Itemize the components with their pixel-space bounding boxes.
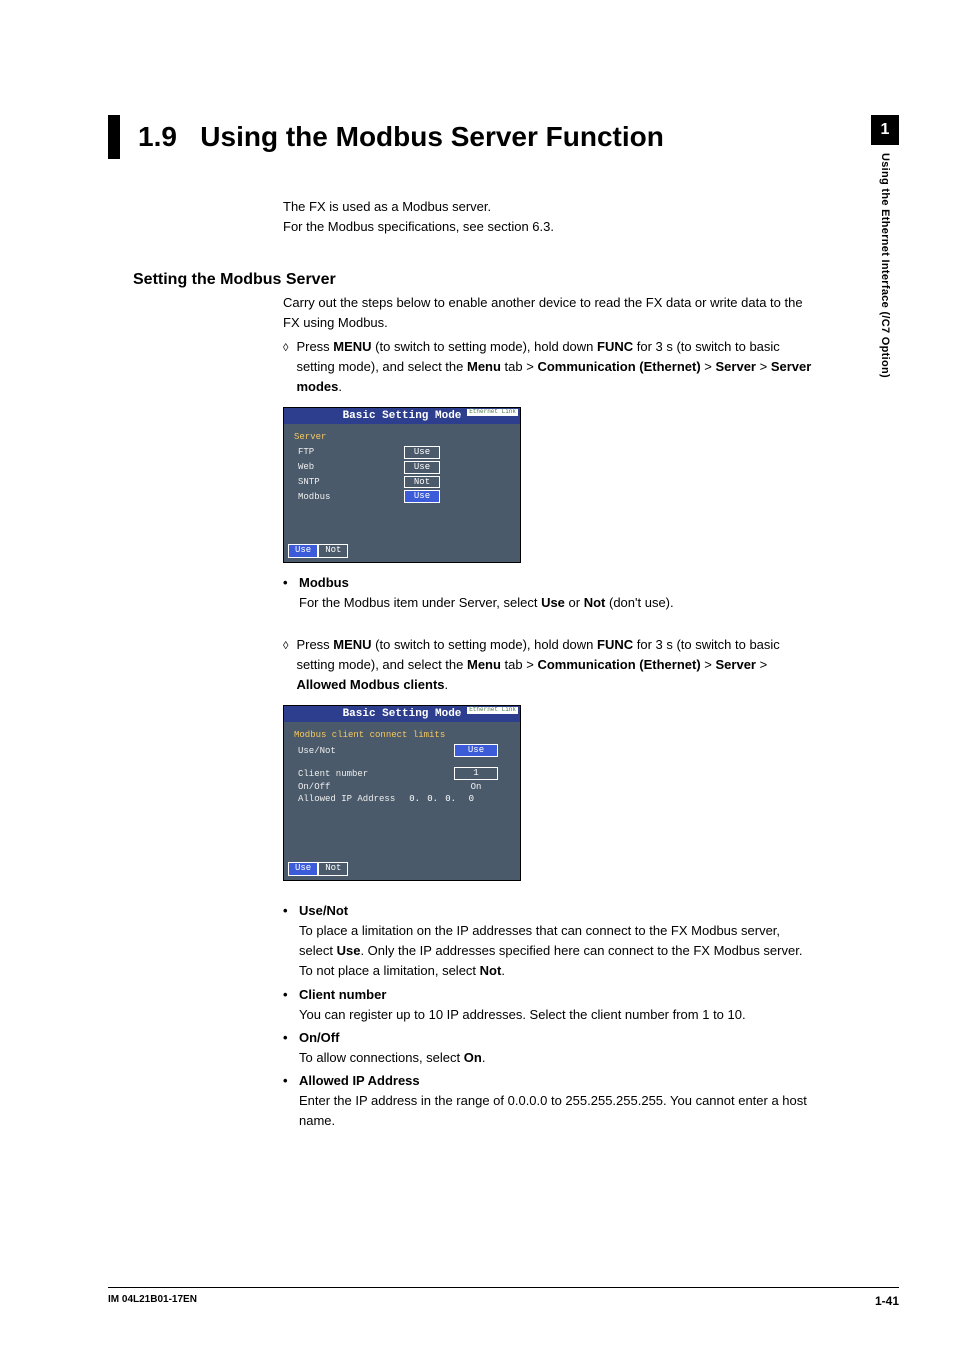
section-title-text: Using the Modbus Server Function — [200, 121, 664, 152]
ss2-btn-use[interactable]: Use — [288, 862, 318, 876]
bullet-title: Client number — [299, 985, 813, 1005]
ss2-group: Modbus client connect limits — [294, 730, 510, 740]
ss1-btn-use[interactable]: Use — [288, 544, 318, 558]
chapter-tab: 1 Using the Ethernet Interface (/C7 Opti… — [871, 115, 899, 378]
bullet-modbus: • Modbus For the Modbus item under Serve… — [283, 573, 813, 613]
bullet-text: To allow connections, select On. — [299, 1048, 813, 1068]
ss1-row-value[interactable]: Use — [404, 461, 440, 474]
bullet-modbus-title: Modbus — [299, 573, 813, 593]
diamond-icon: ◊ — [283, 638, 288, 695]
ss1-btn-not[interactable]: Not — [318, 544, 348, 558]
section-number: 1.9 — [138, 121, 177, 152]
diamond-icon: ◊ — [283, 340, 288, 397]
chapter-number: 1 — [881, 121, 890, 139]
ss2-client-value[interactable]: 1 — [454, 767, 498, 780]
ss2-usenot-label: Use/Not — [294, 746, 404, 756]
ss2-tag: Ethernet Link — [467, 707, 518, 714]
ss1-row-label: Modbus — [294, 492, 404, 502]
page-footer: IM 04L21B01-17EN 1-41 — [108, 1287, 899, 1308]
bullet-text: To place a limitation on the IP addresse… — [299, 921, 813, 981]
section-header: 1.9 Using the Modbus Server Function — [108, 115, 813, 159]
bullet-mark: • — [283, 985, 299, 1025]
ss2-onoff-label: On/Off — [294, 782, 404, 792]
footer-right: 1-41 — [875, 1294, 899, 1308]
chapter-number-box: 1 — [871, 115, 899, 145]
bullet-item: •Use/NotTo place a limitation on the IP … — [283, 901, 813, 982]
bullet-item: •Client numberYou can register up to 10 … — [283, 985, 813, 1025]
step-2-text: Press MENU (to switch to setting mode), … — [296, 635, 813, 695]
footer-left: IM 04L21B01-17EN — [108, 1294, 197, 1308]
ss1-row-label: FTP — [294, 447, 404, 457]
chapter-tab-text: Using the Ethernet Interface (/C7 Option… — [879, 153, 891, 378]
para-1: Carry out the steps below to enable anot… — [283, 293, 813, 333]
ss1-row-label: SNTP — [294, 477, 404, 487]
ss1-tag: Ethernet Link — [467, 409, 518, 416]
step-2: ◊ Press MENU (to switch to setting mode)… — [283, 635, 813, 695]
screenshot-server-modes: Basic Setting Mode Ethernet Link Server … — [283, 407, 521, 563]
ss1-group: Server — [294, 432, 510, 442]
bullet-mark: • — [283, 901, 299, 982]
ss2-btn-not[interactable]: Not — [318, 862, 348, 876]
bullet-title: Allowed IP Address — [299, 1071, 813, 1091]
step-1: ◊ Press MENU (to switch to setting mode)… — [283, 337, 813, 397]
ss2-onoff-value: On — [454, 782, 498, 792]
bullet-title: On/Off — [299, 1028, 813, 1048]
ss1-row: ModbusUse — [294, 490, 510, 503]
ss1-row-value[interactable]: Use — [404, 446, 440, 459]
ss1-row-value[interactable]: Use — [404, 490, 440, 503]
section-title: 1.9 Using the Modbus Server Function — [138, 115, 664, 159]
subheading: Setting the Modbus Server — [133, 271, 813, 289]
bullet-mark: • — [283, 1071, 299, 1131]
bullet-modbus-text: For the Modbus item under Server, select… — [299, 593, 813, 613]
ss2-ip-value: 0. 0. 0. 0 — [404, 794, 474, 804]
intro-line-2: For the Modbus specifications, see secti… — [283, 217, 813, 237]
bullet-item: •On/OffTo allow connections, select On. — [283, 1028, 813, 1068]
intro-block: The FX is used as a Modbus server. For t… — [283, 197, 813, 237]
ss1-row: WebUse — [294, 461, 510, 474]
section-bar — [108, 115, 120, 159]
bullet-title: Use/Not — [299, 901, 813, 921]
bullet-text: You can register up to 10 IP addresses. … — [299, 1005, 813, 1025]
screenshot-allowed-clients: Basic Setting Mode Ethernet Link Modbus … — [283, 705, 521, 881]
bullet-text: Enter the IP address in the range of 0.0… — [299, 1091, 813, 1131]
ss2-client-label: Client number — [294, 769, 404, 779]
step-1-text: Press MENU (to switch to setting mode), … — [296, 337, 813, 397]
bullet-item: •Allowed IP AddressEnter the IP address … — [283, 1071, 813, 1131]
bullet-mark: • — [283, 1028, 299, 1068]
bullet-mark: • — [283, 573, 299, 613]
ss2-ip-label: Allowed IP Address — [294, 794, 404, 804]
ss1-row-label: Web — [294, 462, 404, 472]
ss1-row: FTPUse — [294, 446, 510, 459]
ss2-header: Basic Setting Mode Ethernet Link — [284, 706, 520, 722]
ss1-header: Basic Setting Mode Ethernet Link — [284, 408, 520, 424]
ss1-row: SNTPNot — [294, 476, 510, 489]
ss1-row-value[interactable]: Not — [404, 476, 440, 489]
ss2-usenot-value[interactable]: Use — [454, 744, 498, 757]
intro-line-1: The FX is used as a Modbus server. — [283, 197, 813, 217]
